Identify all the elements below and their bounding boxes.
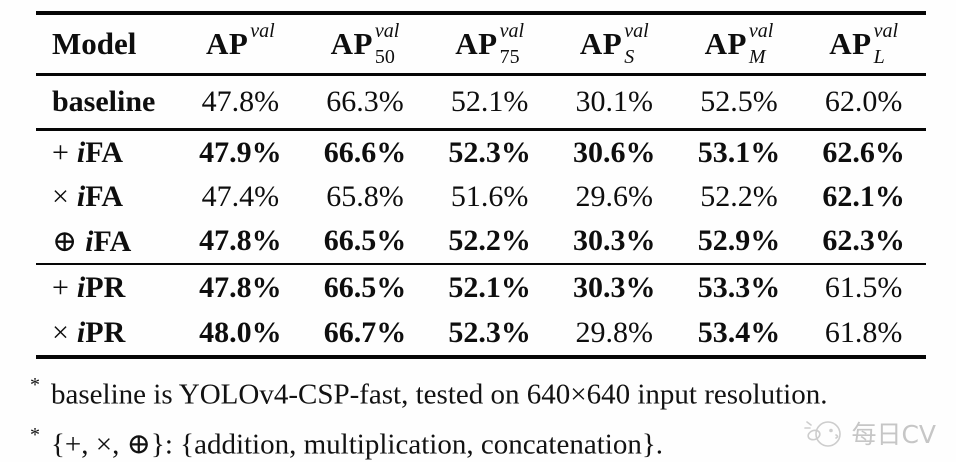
value-cell: 61.5% [824, 270, 903, 304]
value-cell: 52.1% [448, 270, 531, 304]
ap-subscript: 75 [499, 46, 520, 68]
value-cell: 29.6% [575, 180, 654, 213]
col-header-ap: AP val [178, 13, 303, 75]
table-row-oplus-ifa: ⊕ iFA 47.8% 66.5% 52.2% 30.3% 52.9% 62.3% [36, 219, 926, 264]
col-header-ap-medium: AP val M [677, 13, 802, 75]
footnote-asterisk: * [30, 423, 40, 446]
col-header-ap75: AP val 75 [427, 13, 552, 75]
daily-cv-logo-icon [804, 421, 842, 447]
value-cell: 30.3% [573, 224, 656, 257]
row-label: × iFA [52, 180, 124, 213]
table-row-baseline: baseline 47.8% 66.3% 52.1% 30.1% 52.5% 6… [36, 75, 926, 130]
value-cell: 66.3% [326, 85, 404, 118]
footnote-operators: * {+, ×, ⊕}: {addition, multiplication, c… [30, 416, 930, 462]
value-cell: 30.3% [573, 270, 656, 304]
table-row-times-ifa: × iFA 47.4% 65.8% 51.6% 29.6% 52.2% 62.1% [36, 175, 926, 219]
value-cell: 47.8% [199, 224, 282, 257]
ap-subscript: M [748, 46, 766, 68]
multiply-operator-symbol: × [52, 180, 69, 213]
value-cell: 29.8% [575, 315, 654, 349]
value-cell: 62.6% [822, 136, 905, 169]
ap-base: AP [330, 26, 373, 61]
ap-subscript: L [873, 46, 885, 68]
col-header-ap-large: AP val L [801, 13, 926, 75]
ap-base: AP [579, 26, 623, 61]
value-cell: 66.6% [323, 136, 407, 169]
value-cell: 47.9% [199, 136, 282, 169]
ap-superscript: val [374, 20, 400, 42]
value-cell: 61.8% [824, 315, 903, 349]
value-cell: 62.1% [822, 180, 905, 213]
value-cell: 52.2% [700, 180, 778, 213]
value-cell: 66.5% [323, 270, 407, 304]
watermark-text: 每日CV [851, 420, 936, 449]
ap-superscript: val [748, 20, 774, 42]
row-label: × iPR [52, 315, 126, 349]
table-row-plus-ifa: + iFA 47.9% 66.6% 52.3% 30.6% 53.1% 62.6% [36, 130, 926, 176]
value-cell: 52.3% [448, 136, 531, 169]
watermark: 每日CV [803, 414, 936, 452]
ap-superscript: val [624, 20, 649, 42]
value-cell: 62.3% [822, 224, 905, 257]
ap-superscript: val [499, 20, 525, 42]
col-header-ap-small: AP val S [552, 13, 677, 75]
plus-operator-symbol: + [52, 136, 69, 169]
value-cell: 66.7% [323, 315, 407, 349]
ap-base: AP [455, 26, 498, 61]
value-cell: 48.0% [199, 315, 282, 349]
row-label: ⊕ iFA [52, 224, 132, 258]
value-cell: 52.2% [448, 224, 531, 257]
ipr-group: + iPR 47.8% 66.5% 52.1% 30.3% 53.3% 61.5%… [36, 264, 926, 357]
col-header-ap50: AP val 50 [303, 13, 428, 75]
baseline-group: baseline 47.8% 66.3% 52.1% 30.1% 52.5% 6… [36, 75, 926, 130]
value-cell: 52.9% [697, 224, 781, 257]
ap-base: AP [829, 26, 872, 61]
value-cell: 47.8% [199, 270, 282, 304]
value-cell: 47.4% [201, 180, 280, 213]
ap-base: AP [205, 26, 249, 61]
ap-subscript: 50 [374, 46, 395, 68]
value-cell: 52.1% [450, 85, 529, 118]
value-cell: 52.5% [700, 85, 778, 118]
footnote-baseline: * baseline is YOLOv4-CSP-fast, tested on … [30, 366, 930, 416]
ap-base: AP [704, 26, 747, 61]
ap-superscript: val [250, 20, 275, 42]
table-row-times-ipr: × iPR 48.0% 66.7% 52.3% 29.8% 53.4% 61.8% [36, 310, 926, 357]
footnote-asterisk: * [30, 374, 40, 396]
value-cell: 62.0% [824, 85, 903, 118]
value-cell: 30.6% [573, 136, 656, 169]
value-cell: 47.8% [201, 85, 280, 118]
value-cell: 65.8% [326, 180, 404, 213]
table-row-plus-ipr: + iPR 47.8% 66.5% 52.1% 30.3% 53.3% 61.5% [36, 264, 926, 310]
circled-plus-operator-symbol: ⊕ [52, 224, 78, 258]
value-cell: 52.3% [448, 315, 531, 349]
footnote-text: {+, ×, ⊕}: {addition, multiplication, co… [51, 428, 664, 461]
row-label: + iFA [52, 136, 124, 169]
row-label: + iPR [52, 270, 126, 304]
ap-subscript: S [624, 46, 635, 68]
ap-superscript: val [873, 20, 899, 42]
col-header-model: Model [52, 26, 137, 61]
value-cell: 53.3% [697, 270, 781, 304]
footnotes: * baseline is YOLOv4-CSP-fast, tested on … [30, 366, 930, 462]
footnote-text: baseline is YOLOv4-CSP-fast, tested on 6… [51, 378, 828, 411]
value-cell: 53.4% [697, 315, 781, 349]
table-header: Model AP val AP val 50 AP val 75 AP val S AP val… [36, 13, 926, 75]
value-cell: 53.1% [697, 136, 781, 169]
plus-operator-symbol: + [52, 270, 69, 304]
value-cell: 30.1% [575, 85, 654, 118]
value-cell: 66.5% [323, 224, 407, 257]
ifa-group: + iFA 47.9% 66.6% 52.3% 30.6% 53.1% 62.6%… [36, 130, 926, 264]
header-row: Model AP val AP val 50 AP val 75 AP val S AP val… [36, 13, 926, 75]
multiply-operator-symbol: × [52, 315, 69, 349]
value-cell: 51.6% [450, 180, 529, 213]
results-table: Model AP val AP val 50 AP val 75 AP val S AP val… [36, 11, 926, 359]
row-label: baseline [52, 85, 156, 118]
